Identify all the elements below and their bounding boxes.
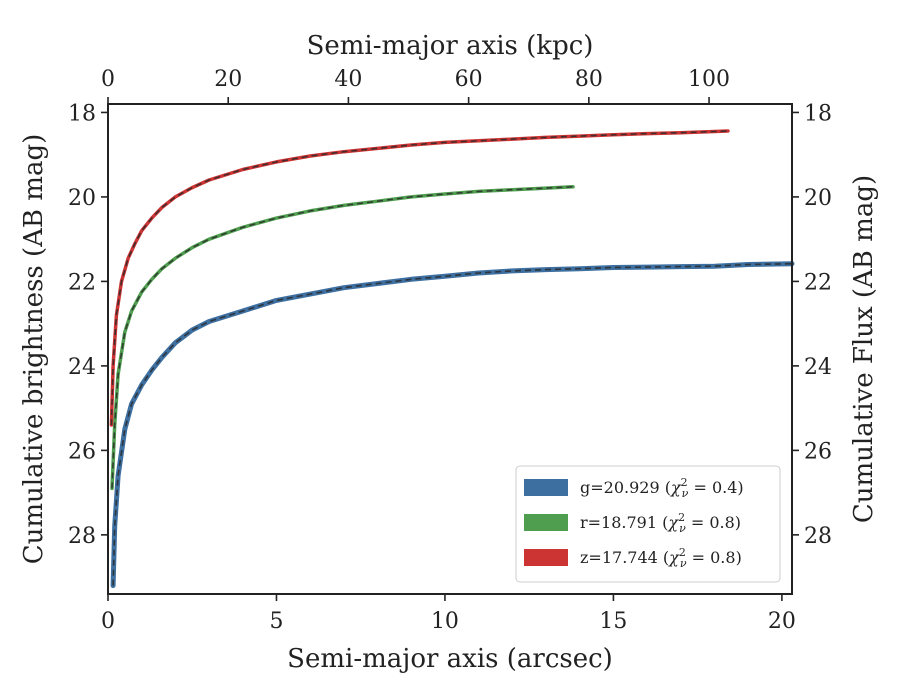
y2-tick-label: 28 <box>804 524 832 549</box>
legend-swatch-1 <box>524 514 568 531</box>
plot-frame <box>107 103 793 595</box>
y2-tick-label: 20 <box>804 186 832 211</box>
x-tick-label: 10 <box>431 609 459 634</box>
y-tick-label: 28 <box>68 524 96 549</box>
series-model-line-1 <box>111 186 574 489</box>
x-tick-label: 5 <box>269 609 283 634</box>
ticks-layer: 0 5 10 15 20 0 20 40 60 80 100 18 20 22 24 26 28 18 20 22 24… <box>68 67 832 634</box>
x-tick-label: 20 <box>768 609 796 634</box>
y2-axis-label: Cumulative Flux (AB mag) <box>849 175 879 523</box>
y2-tick-label: 18 <box>804 101 832 126</box>
y2-tick-label: 22 <box>804 270 832 295</box>
legend-label-1: r=18.791 (χ2 ν = 0.8) <box>580 511 741 535</box>
x2-tick-label: 80 <box>575 67 603 92</box>
y-tick-label: 18 <box>68 101 96 126</box>
x-tick-label: 15 <box>599 609 627 634</box>
y2-tick-label: 24 <box>804 355 832 380</box>
legend-label-2: z=17.744 (χ2 ν = 0.8) <box>580 546 742 570</box>
x2-tick-label: 40 <box>334 67 362 92</box>
legend-swatch-0 <box>524 479 568 496</box>
x2-tick-label: 20 <box>214 67 242 92</box>
x2-tick-label: 100 <box>688 67 730 92</box>
x2-tick-label: 60 <box>455 67 483 92</box>
series-model-line-0 <box>112 262 793 586</box>
y-tick-label: 20 <box>68 186 96 211</box>
legend-swatch-2 <box>524 549 568 566</box>
legend-label-0: g=20.929 (χ2 ν = 0.4) <box>580 476 744 500</box>
y-axis-label: Cumulative brightness (AB mag) <box>19 134 49 565</box>
x2-tick-label: 0 <box>101 67 115 92</box>
series-layer <box>109 129 795 589</box>
legend: g=20.929 (χ2 ν = 0.4) r=18.791 (χ2 ν = 0.8)… <box>515 465 781 583</box>
legend-box <box>515 465 781 583</box>
x2-axis-label: Semi-major axis (kpc) <box>307 31 594 61</box>
y-tick-label: 22 <box>68 270 96 295</box>
x-tick-label: 0 <box>101 609 115 634</box>
x-axis-label: Semi-major axis (arcsec) <box>287 644 613 674</box>
y-tick-label: 24 <box>68 355 96 380</box>
y2-tick-label: 26 <box>804 439 832 464</box>
y-tick-label: 26 <box>68 439 96 464</box>
series-model-line-2 <box>110 130 729 426</box>
